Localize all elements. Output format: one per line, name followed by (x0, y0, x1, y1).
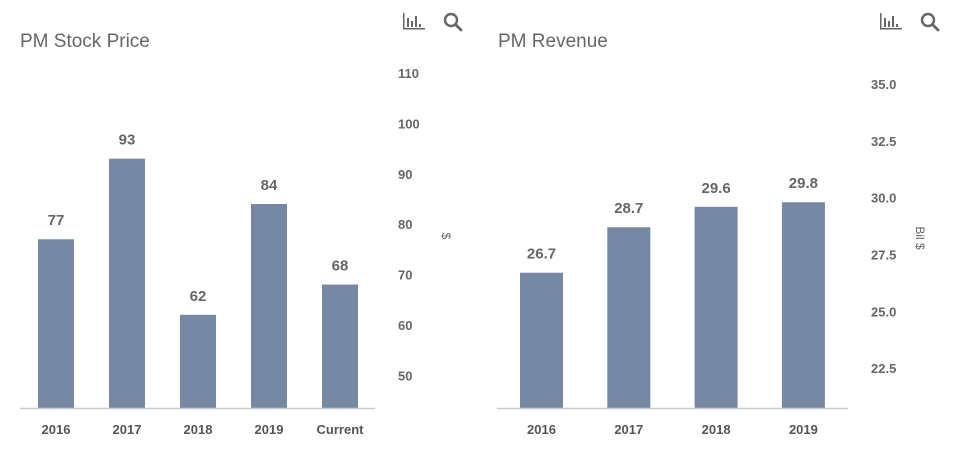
y-tick-label: 60 (398, 318, 412, 333)
y-tick-label: 50 (398, 368, 412, 383)
x-tick-label: 2019 (789, 422, 818, 437)
bar-2018[interactable] (180, 314, 216, 408)
x-tick-label: 2019 (255, 422, 284, 437)
data-label: 84 (261, 177, 278, 194)
data-label: 68 (332, 258, 349, 275)
bar-chart-icon[interactable] (403, 13, 425, 33)
y-tick-label: 32.5 (871, 134, 896, 149)
chart-1: PM Stock Price 110 100 90 80 70 60 50 $77 2016 93 2… (20, 12, 463, 437)
y-tick-label: 25.0 (871, 304, 896, 319)
data-label: 29.8 (789, 175, 818, 192)
bar-chart-icon[interactable] (880, 13, 902, 33)
bar-2016[interactable] (520, 272, 563, 408)
chart-2: PM Revenue 35.0 32.5 30.0 27.5 25.0 22.5 Bil $ 2… (497, 12, 940, 437)
y-axis-label: $ (439, 233, 453, 240)
x-tick-label: 2017 (614, 422, 643, 437)
bar-2018[interactable] (694, 206, 738, 408)
x-tick-label: Current (317, 422, 365, 437)
y-tick-label: 35.0 (871, 77, 896, 92)
y-tick-label: 70 (398, 268, 412, 283)
search-icon[interactable] (920, 12, 940, 32)
y-axis-label: Bil $ (913, 226, 927, 250)
x-tick-label: 2018 (184, 422, 213, 437)
bar-2016[interactable] (38, 239, 74, 408)
data-label: 28.7 (614, 200, 643, 217)
y-tick-label: 80 (398, 217, 412, 232)
bar-2017[interactable] (109, 158, 145, 408)
data-label: 93 (119, 132, 136, 149)
y-tick-label: 22.5 (871, 361, 896, 376)
x-tick-label: 2016 (42, 422, 71, 437)
bar-2019[interactable] (781, 202, 825, 408)
x-tick-label: 2016 (527, 422, 556, 437)
y-tick-label: 100 (398, 116, 420, 131)
x-tick-label: 2017 (113, 422, 142, 437)
y-tick-label: 30.0 (871, 191, 896, 206)
bar-2019[interactable] (251, 203, 287, 408)
data-label: 77 (48, 212, 65, 229)
bar-2017[interactable] (607, 227, 651, 408)
chart-title: PM Stock Price (20, 31, 150, 52)
y-tick-label: 90 (398, 167, 412, 182)
search-icon[interactable] (443, 12, 463, 32)
y-tick-label: 27.5 (871, 248, 896, 263)
data-label: 29.6 (701, 180, 730, 197)
y-tick-label: 110 (398, 66, 419, 81)
x-tick-label: 2018 (702, 422, 731, 437)
data-label: 62 (190, 288, 207, 305)
bar-Current[interactable] (322, 284, 358, 408)
data-label: 26.7 (527, 246, 556, 263)
chart-title: PM Revenue (498, 31, 608, 52)
